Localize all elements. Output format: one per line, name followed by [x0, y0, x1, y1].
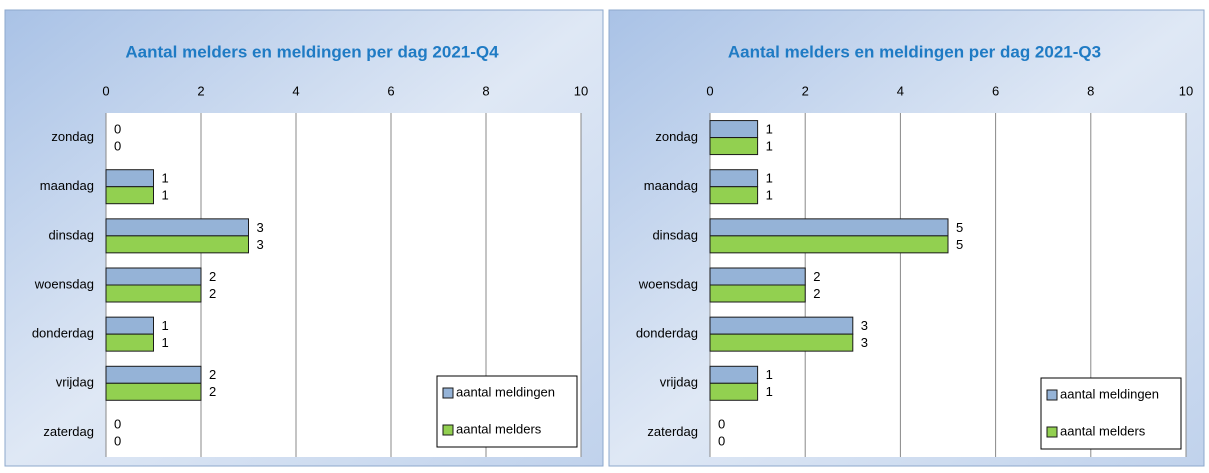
legend-swatch [442, 424, 454, 436]
y-tick-label: zaterdag [43, 424, 94, 439]
bar [105, 284, 202, 303]
bar [105, 267, 202, 286]
x-tick-label: 6 [387, 83, 394, 98]
data-label: 1 [766, 171, 773, 186]
data-label: 0 [114, 139, 121, 154]
bar [105, 333, 154, 352]
bar [709, 382, 759, 401]
legend-label: aantal meldingen [456, 384, 555, 399]
data-label: 2 [209, 269, 216, 284]
data-label: 3 [861, 318, 868, 333]
data-label: 1 [766, 188, 773, 203]
bar [709, 284, 806, 303]
legend-label: aantal melders [1060, 423, 1146, 438]
data-label: 2 [209, 286, 216, 301]
data-label: 1 [766, 367, 773, 382]
data-label: 0 [114, 122, 121, 137]
x-tick-label: 10 [574, 83, 588, 98]
legend-label: aantal meldingen [1060, 386, 1159, 401]
data-label: 1 [162, 188, 169, 203]
x-tick-label: 10 [1179, 83, 1193, 98]
bar [709, 120, 759, 139]
x-tick-label: 8 [1087, 83, 1094, 98]
chart-title: Aantal melders en meldingen per dag 2021… [728, 42, 1101, 61]
data-label: 1 [766, 139, 773, 154]
bar [105, 169, 154, 188]
legend-box [436, 375, 578, 448]
y-tick-label: maandag [40, 178, 94, 193]
x-tick-label: 8 [482, 83, 489, 98]
data-label: 1 [162, 318, 169, 333]
bar [105, 186, 154, 205]
y-tick-label: donderdag [32, 326, 94, 341]
y-tick-label: zondag [655, 129, 698, 144]
y-tick-label: zondag [51, 129, 94, 144]
bar [709, 169, 759, 188]
y-tick-label: dinsdag [652, 227, 698, 242]
y-tick-label: zaterdag [647, 424, 698, 439]
bar [709, 316, 854, 335]
data-label: 2 [813, 286, 820, 301]
bar [105, 218, 249, 237]
bar [709, 137, 759, 156]
data-label: 0 [718, 416, 725, 431]
bar [105, 316, 154, 335]
data-label: 0 [718, 433, 725, 448]
x-tick-label: 4 [292, 83, 299, 98]
y-tick-label: vrijdag [56, 375, 94, 390]
data-label: 2 [209, 367, 216, 382]
data-label: 5 [956, 237, 963, 252]
data-label: 3 [257, 220, 264, 235]
bar [105, 382, 202, 401]
data-label: 1 [766, 384, 773, 399]
data-label: 2 [813, 269, 820, 284]
data-label: 0 [114, 433, 121, 448]
legend-label: aantal melders [456, 421, 542, 436]
data-label: 0 [114, 416, 121, 431]
x-tick-label: 0 [102, 83, 109, 98]
x-tick-label: 2 [197, 83, 204, 98]
data-label: 1 [162, 171, 169, 186]
bar [105, 235, 249, 254]
data-label: 3 [257, 237, 264, 252]
data-label: 5 [956, 220, 963, 235]
legend-swatch [442, 387, 454, 399]
y-tick-label: donderdag [636, 326, 698, 341]
bar [709, 333, 854, 352]
legend-swatch [1046, 426, 1058, 438]
data-label: 2 [209, 384, 216, 399]
y-tick-label: woensdag [34, 276, 94, 291]
data-label: 1 [162, 335, 169, 350]
x-tick-label: 4 [897, 83, 904, 98]
x-tick-label: 6 [992, 83, 999, 98]
bar [709, 267, 806, 286]
legend-box [1040, 377, 1182, 450]
y-tick-label: vrijdag [660, 375, 698, 390]
bar [105, 365, 202, 384]
bar [709, 235, 949, 254]
y-tick-label: dinsdag [48, 227, 94, 242]
bar [709, 186, 759, 205]
data-label: 3 [861, 335, 868, 350]
data-label: 1 [766, 122, 773, 137]
bar [709, 365, 759, 384]
x-tick-label: 2 [802, 83, 809, 98]
y-tick-label: maandag [644, 178, 698, 193]
y-tick-label: woensdag [638, 276, 698, 291]
chart-title: Aantal melders en meldingen per dag 2021… [125, 42, 499, 61]
legend-swatch [1046, 389, 1058, 401]
bar [709, 218, 949, 237]
x-tick-label: 0 [706, 83, 713, 98]
